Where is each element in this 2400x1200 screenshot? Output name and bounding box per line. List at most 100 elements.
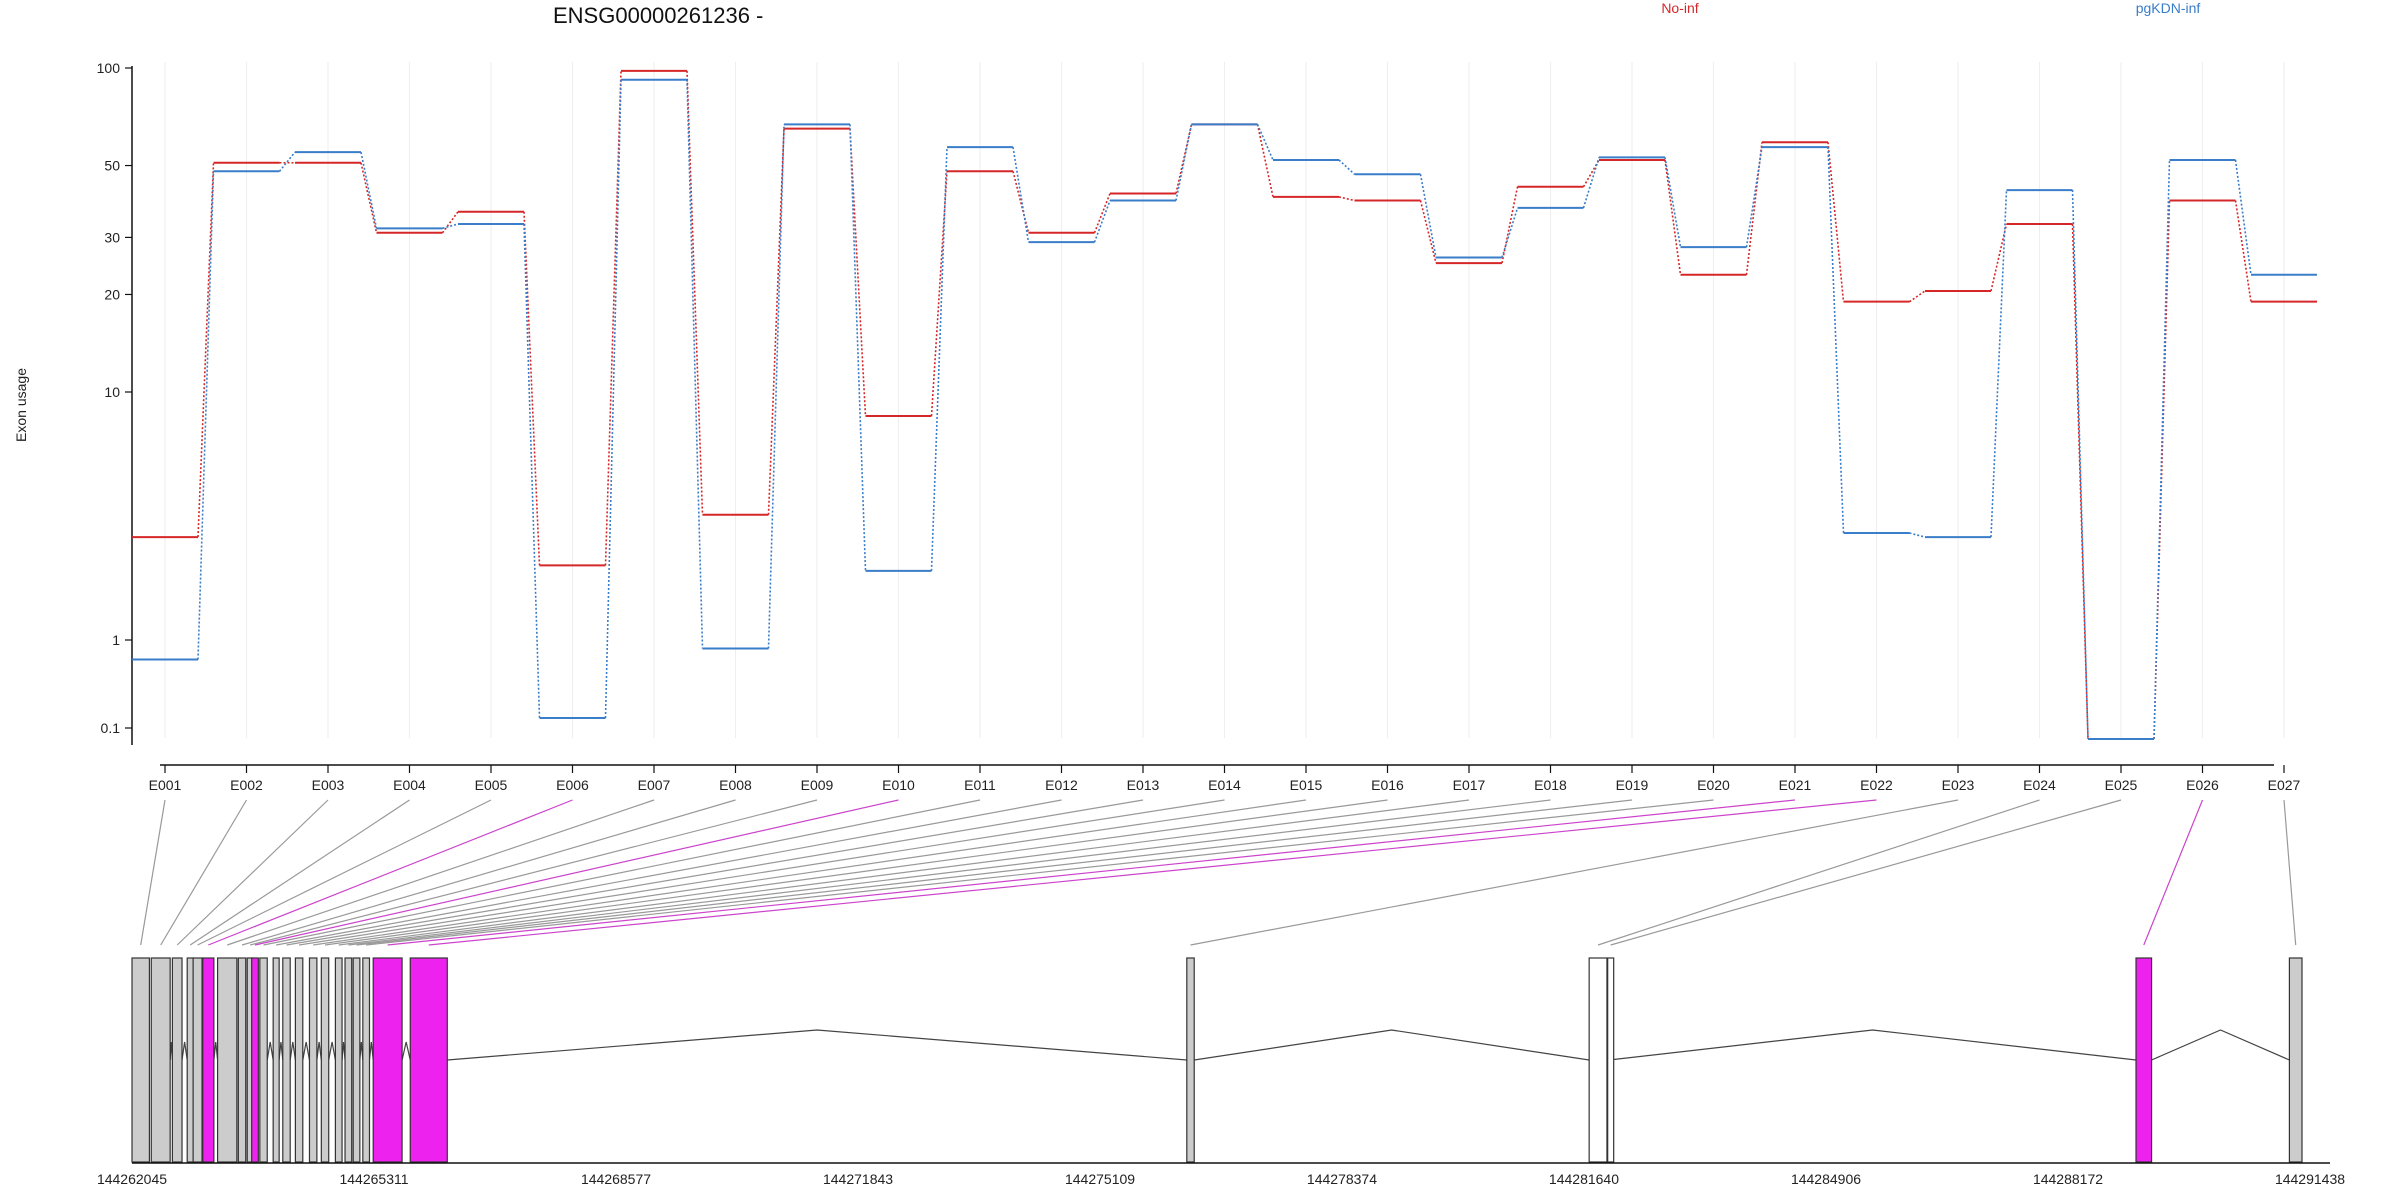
x-tick-label: E027 bbox=[2268, 777, 2301, 793]
connector-e012 bbox=[276, 799, 1062, 946]
exon-box-e007 bbox=[216, 957, 238, 1163]
series-connector bbox=[1175, 124, 1193, 194]
connector-e016 bbox=[324, 799, 1388, 946]
x-tick-label: E012 bbox=[1045, 777, 1078, 793]
series-connector bbox=[1419, 174, 1437, 258]
x-tick-label: E019 bbox=[1616, 777, 1649, 793]
exon-box-e025 bbox=[1607, 957, 1615, 1163]
connector-e001 bbox=[140, 799, 166, 946]
x-tick-label: E015 bbox=[1290, 777, 1323, 793]
connector-e003 bbox=[176, 799, 329, 946]
series-lines bbox=[132, 69, 2317, 740]
connector-e026 bbox=[2143, 799, 2204, 946]
connector-e025 bbox=[1610, 799, 2122, 946]
connector-e005 bbox=[197, 799, 492, 946]
genomic-tick-label: 144275109 bbox=[1065, 1171, 1135, 1187]
intron-line bbox=[368, 1041, 374, 1061]
genomic-tick-label: 144284906 bbox=[1791, 1171, 1861, 1187]
connector-e009 bbox=[250, 799, 818, 946]
intron-line bbox=[289, 1041, 296, 1061]
series-connector bbox=[523, 223, 541, 718]
exon-box-e020 bbox=[362, 957, 371, 1163]
exon-box-e003 bbox=[171, 957, 183, 1163]
x-tick-label: E002 bbox=[230, 777, 263, 793]
series-connector bbox=[604, 79, 622, 718]
series-connector bbox=[849, 128, 867, 417]
series-connector bbox=[767, 128, 785, 515]
x-tick-label: E024 bbox=[2023, 777, 2056, 793]
x-tick-label: E016 bbox=[1371, 777, 1404, 793]
series-connector bbox=[1745, 146, 1763, 248]
series-connector bbox=[2071, 190, 2089, 740]
exon-box-e001 bbox=[131, 957, 151, 1163]
exon-box-e018 bbox=[344, 957, 353, 1163]
series-connector bbox=[360, 162, 378, 233]
series-connector bbox=[1501, 207, 1519, 258]
x-tick-label: E018 bbox=[1534, 777, 1567, 793]
series-connector bbox=[686, 79, 704, 649]
x-tick-label: E020 bbox=[1697, 777, 1730, 793]
series-connector bbox=[1419, 200, 1437, 264]
legend-pgkdn-inf: pgKDN-inf bbox=[2136, 0, 2201, 16]
series-connector bbox=[1664, 159, 1682, 275]
series-connector bbox=[1501, 186, 1519, 264]
series-connector bbox=[1664, 157, 1682, 248]
connector-e022 bbox=[428, 799, 1877, 946]
y-tick-label: 0.1 bbox=[101, 720, 121, 736]
y-axis-ticks: 100 50 30 20 10 1 0.1 bbox=[97, 60, 132, 736]
series-connector bbox=[767, 124, 785, 649]
connector-e007 bbox=[227, 799, 655, 946]
intron-line bbox=[1609, 1029, 2137, 1061]
x-tick-label: E013 bbox=[1127, 777, 1160, 793]
intron-line bbox=[447, 1029, 1187, 1061]
series-connector bbox=[1827, 142, 1845, 302]
series-connector bbox=[1909, 290, 1926, 303]
connector-e019 bbox=[356, 799, 1633, 946]
series-connector bbox=[442, 223, 459, 230]
series-connector bbox=[1990, 223, 2008, 292]
series-connector bbox=[2234, 200, 2252, 302]
x-tick-label: E011 bbox=[964, 777, 996, 793]
exon-box-e027 bbox=[2288, 957, 2303, 1163]
intron-line bbox=[266, 1041, 274, 1061]
exon-box-e013 bbox=[282, 957, 291, 1163]
x-tick-label: E009 bbox=[801, 777, 834, 793]
connector-e024 bbox=[1597, 799, 2040, 946]
y-tick-label: 20 bbox=[104, 286, 120, 302]
x-tick-label: E001 bbox=[149, 777, 182, 793]
x-tick-label: E017 bbox=[1453, 777, 1486, 793]
connector-e008 bbox=[241, 799, 736, 946]
chart-title: ENSG00000261236 - bbox=[553, 3, 763, 28]
genomic-tick-label: 144268577 bbox=[581, 1171, 651, 1187]
connector-e020 bbox=[366, 799, 1714, 946]
series-connector bbox=[1012, 146, 1030, 243]
x-axis-exon-ticks: E001 E002 E003 E004 E005 E006 E007 E008 E009 E010… bbox=[149, 765, 2301, 793]
series-connector bbox=[930, 147, 948, 571]
intron-line bbox=[213, 1041, 219, 1061]
connector-e017 bbox=[338, 799, 1470, 946]
exon-box-e014 bbox=[294, 957, 304, 1163]
x-tick-label: E010 bbox=[882, 777, 915, 793]
exon-box-e012 bbox=[272, 957, 280, 1163]
exon-box-e022 bbox=[409, 957, 448, 1163]
x-tick-label: E003 bbox=[312, 777, 345, 793]
exon-box-e023 bbox=[1186, 957, 1195, 1163]
y-tick-label: 1 bbox=[112, 632, 120, 648]
series-connector bbox=[360, 151, 378, 229]
y-tick-label: 10 bbox=[104, 384, 120, 400]
y-tick-label: 50 bbox=[104, 158, 120, 174]
x-tick-label: E022 bbox=[1860, 777, 1893, 793]
connector-e010 bbox=[254, 799, 899, 946]
exon-box-e024 bbox=[1588, 957, 1608, 1163]
genomic-coordinate-axis: 144262045 144265311 144268577 144271843 1442… bbox=[97, 1162, 2345, 1187]
intron-line bbox=[328, 1041, 336, 1061]
exon-box-e006 bbox=[202, 957, 215, 1163]
y-tick-label: 30 bbox=[104, 229, 120, 245]
exon-box-e015 bbox=[308, 957, 318, 1163]
genomic-tick-label: 144281640 bbox=[1549, 1171, 1619, 1187]
series-connector bbox=[1093, 193, 1111, 234]
series-connector bbox=[1909, 532, 1926, 538]
exon-box-e021 bbox=[372, 957, 403, 1163]
exon-box-e017 bbox=[334, 957, 343, 1163]
